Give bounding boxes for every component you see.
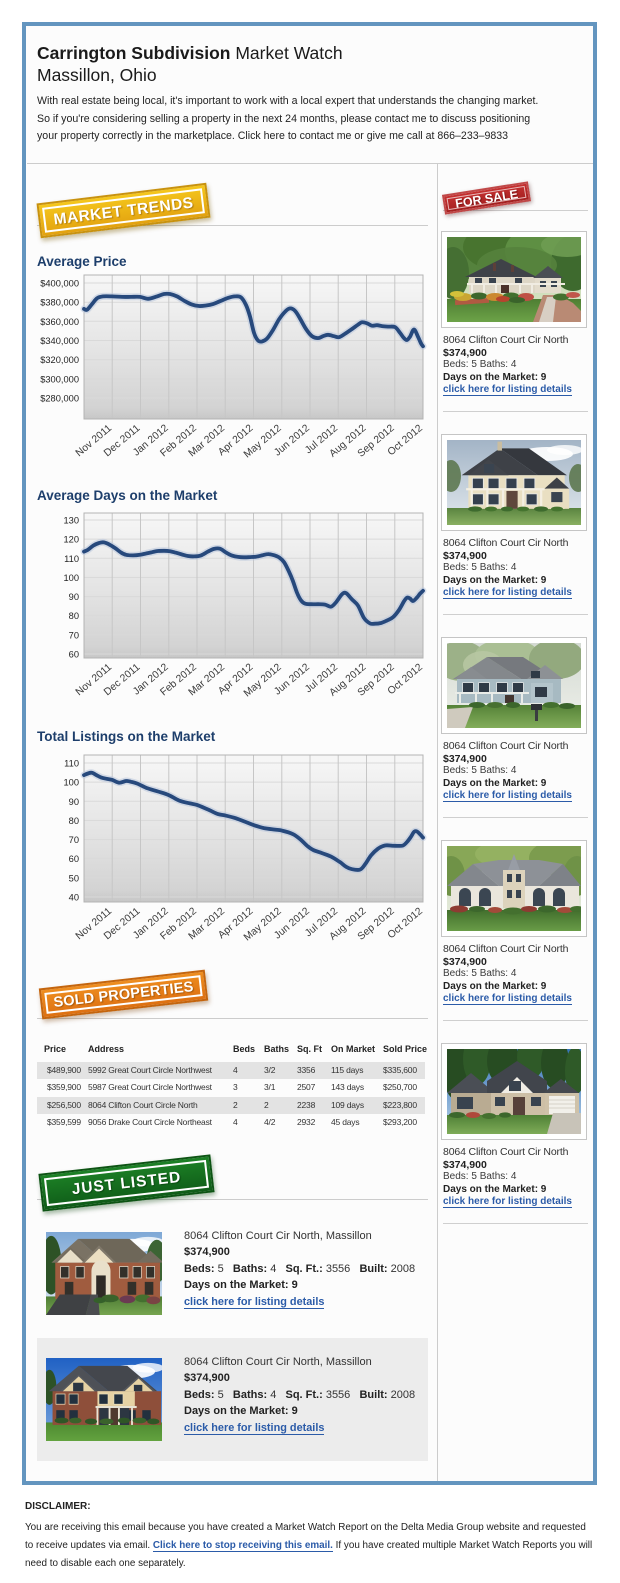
svg-text:110: 110 [64,759,79,769]
svg-text:80: 80 [69,611,79,621]
svg-text:50: 50 [69,873,79,883]
svg-text:$400,000: $400,000 [40,279,79,289]
svg-text:130: 130 [63,516,79,526]
svg-text:100: 100 [63,573,79,583]
svg-text:110: 110 [64,554,79,564]
svg-text:120: 120 [63,535,79,545]
svg-text:$340,000: $340,000 [40,336,79,346]
svg-text:$380,000: $380,000 [40,298,79,308]
svg-text:100: 100 [63,778,79,788]
svg-text:60: 60 [69,650,79,660]
svg-text:$360,000: $360,000 [40,317,79,327]
svg-text:$300,000: $300,000 [40,374,79,384]
svg-text:70: 70 [69,835,79,845]
svg-text:60: 60 [69,854,79,864]
svg-text:90: 90 [69,797,79,807]
svg-text:$280,000: $280,000 [40,394,79,404]
svg-text:$320,000: $320,000 [40,355,79,365]
svg-text:90: 90 [69,592,79,602]
svg-text:70: 70 [69,630,79,640]
svg-text:80: 80 [69,816,79,826]
svg-text:40: 40 [69,893,79,903]
